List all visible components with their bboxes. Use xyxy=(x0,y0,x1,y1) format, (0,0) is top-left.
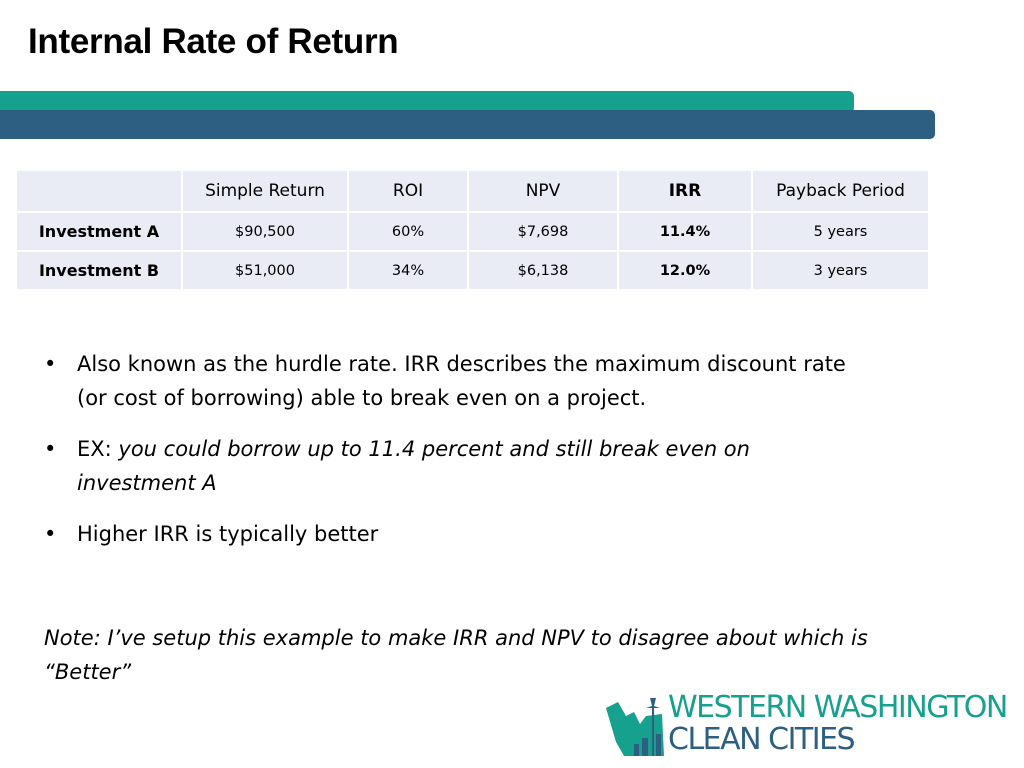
bullet-item: • Higher IRR is typically better xyxy=(44,517,874,551)
table-row: Investment B $51,000 34% $6,138 12.0% 3 … xyxy=(17,252,930,291)
bullet-item: • Also known as the hurdle rate. IRR des… xyxy=(44,347,874,415)
footnote: Note: I’ve setup this example to make IR… xyxy=(44,626,868,684)
clean-cities-logo-text: WESTERN WASHINGTON CLEAN CITIES xyxy=(668,690,1008,757)
cell-payback: 5 years xyxy=(753,213,930,252)
header-npv: NPV xyxy=(469,171,619,213)
bullet-item: • EX: you could borrow up to 11.4 percen… xyxy=(44,432,874,500)
header-empty xyxy=(17,171,183,213)
bullet-italic-text: you could borrow up to 11.4 percent and … xyxy=(77,437,750,495)
investment-comparison-table: Simple Return ROI NPV IRR Payback Period… xyxy=(17,171,930,291)
table-header-row: Simple Return ROI NPV IRR Payback Period xyxy=(17,171,930,213)
bullet-marker: • xyxy=(44,352,57,376)
cell-payback: 3 years xyxy=(753,252,930,291)
clean-cities-logo-icon xyxy=(606,698,664,756)
table-row: Investment A $90,500 60% $7,698 11.4% 5 … xyxy=(17,213,930,252)
row-label: Investment A xyxy=(17,213,183,252)
cell-npv: $7,698 xyxy=(469,213,619,252)
bullet-marker: • xyxy=(44,437,57,461)
bullet-text: Also known as the hurdle rate. IRR descr… xyxy=(77,352,846,410)
cell-roi: 60% xyxy=(349,213,469,252)
cell-irr: 12.0% xyxy=(619,252,753,291)
cell-roi: 34% xyxy=(349,252,469,291)
bullet-text: Higher IRR is typically better xyxy=(77,522,379,546)
header-simple-return: Simple Return xyxy=(183,171,349,213)
row-label: Investment B xyxy=(17,252,183,291)
bullet-prefix: EX: xyxy=(77,437,119,461)
logo-line-western-washington: WESTERN WASHINGTON xyxy=(668,690,1008,725)
bullet-marker: • xyxy=(44,522,57,546)
teal-header-bar xyxy=(0,91,854,113)
cell-simple-return: $51,000 xyxy=(183,252,349,291)
header-roi: ROI xyxy=(349,171,469,213)
cell-irr: 11.4% xyxy=(619,213,753,252)
logo-line-clean-cities: CLEAN CITIES xyxy=(668,722,856,757)
blue-header-bar xyxy=(0,110,935,139)
cell-npv: $6,138 xyxy=(469,252,619,291)
header-payback-period: Payback Period xyxy=(753,171,930,213)
slide-title: Internal Rate of Return xyxy=(28,22,399,61)
header-irr: IRR xyxy=(619,171,753,213)
cell-simple-return: $90,500 xyxy=(183,213,349,252)
bullet-list: • Also known as the hurdle rate. IRR des… xyxy=(44,347,874,568)
